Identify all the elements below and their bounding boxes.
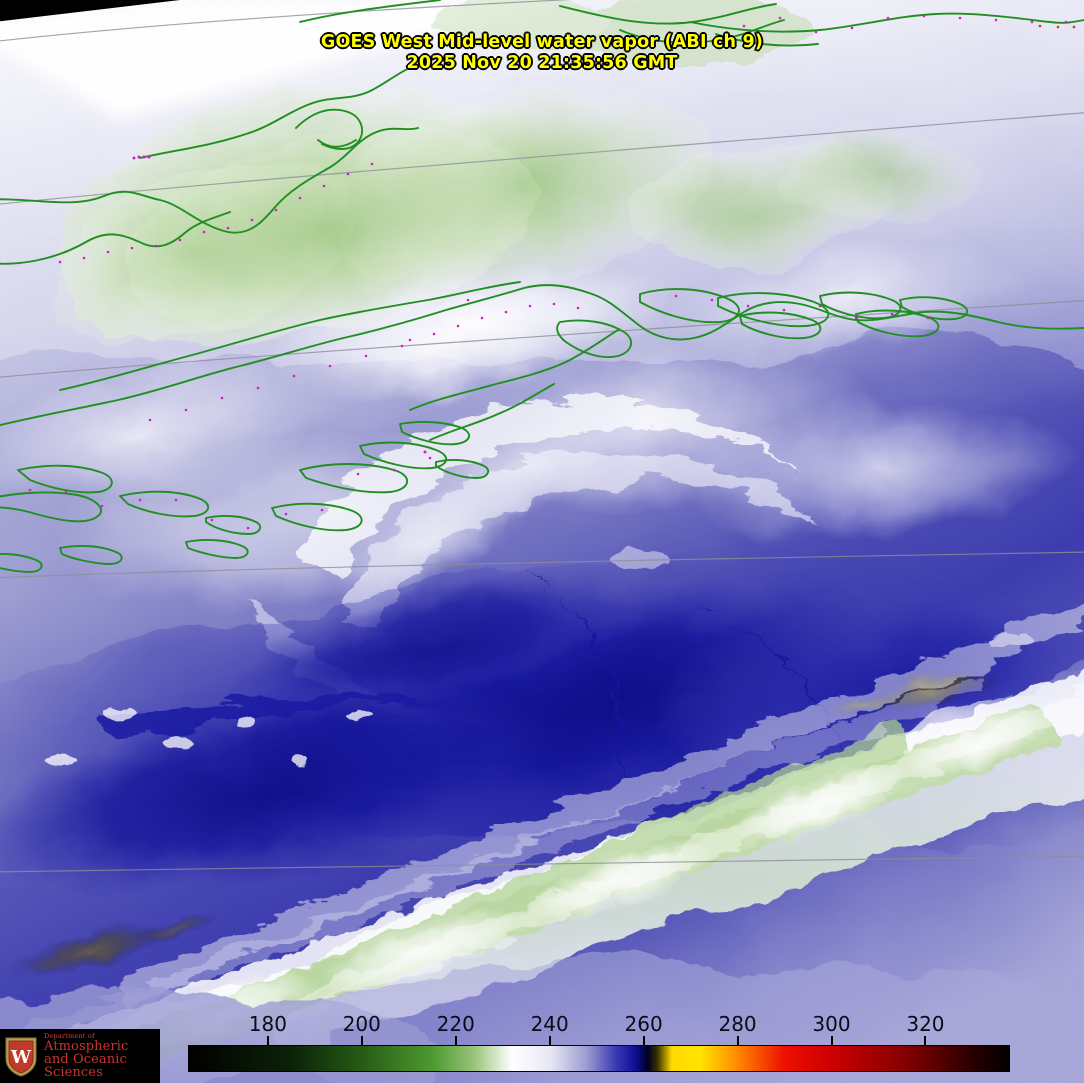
colorbar-tick-marks [0,1036,1084,1046]
colorbar-tick-label-220: 220 [436,1012,475,1036]
uw-crest-icon: W [4,1034,38,1078]
colorbar-tick-mark-300 [830,1036,833,1046]
colorbar-gradient [189,1046,1009,1071]
uw-madison-aos-logo: W Department of Atmospheric and Oceanic … [0,1029,160,1083]
colorbar-tick-mark-320 [924,1036,927,1046]
logo-text: Department of Atmospheric and Oceanic Sc… [44,1033,160,1080]
colorbar-tick-mark-240 [548,1036,551,1046]
colorbar-tick-label-200: 200 [342,1012,381,1036]
logo-line-department: Department of [44,1031,95,1040]
colorbar-gradient-box [188,1045,1010,1072]
colorbar-tick-mark-220 [454,1036,457,1046]
colorbar [188,1045,1010,1072]
colorbar-tick-label-240: 240 [530,1012,569,1036]
colorbar-tick-label-320: 320 [906,1012,945,1036]
colorbar-tick-label-180: 180 [248,1012,287,1036]
colorbar-tick-label-280: 280 [718,1012,757,1036]
colorbar-tick-mark-280 [736,1036,739,1046]
svg-text:W: W [10,1047,32,1068]
colorbar-tick-label-260: 260 [624,1012,663,1036]
colorbar-tick-labels: 180 200 220 240 260 280 300 320 [0,1012,1084,1038]
colorbar-tick-label-300: 300 [812,1012,851,1036]
colorbar-tick-mark-200 [360,1036,363,1046]
colorbar-tick-mark-260 [642,1036,645,1046]
colorbar-tick-mark-180 [266,1036,269,1046]
logo-line-atmospheric: Atmospheric [44,1039,129,1055]
logo-line-oceanic: and Oceanic Sciences [44,1052,127,1081]
